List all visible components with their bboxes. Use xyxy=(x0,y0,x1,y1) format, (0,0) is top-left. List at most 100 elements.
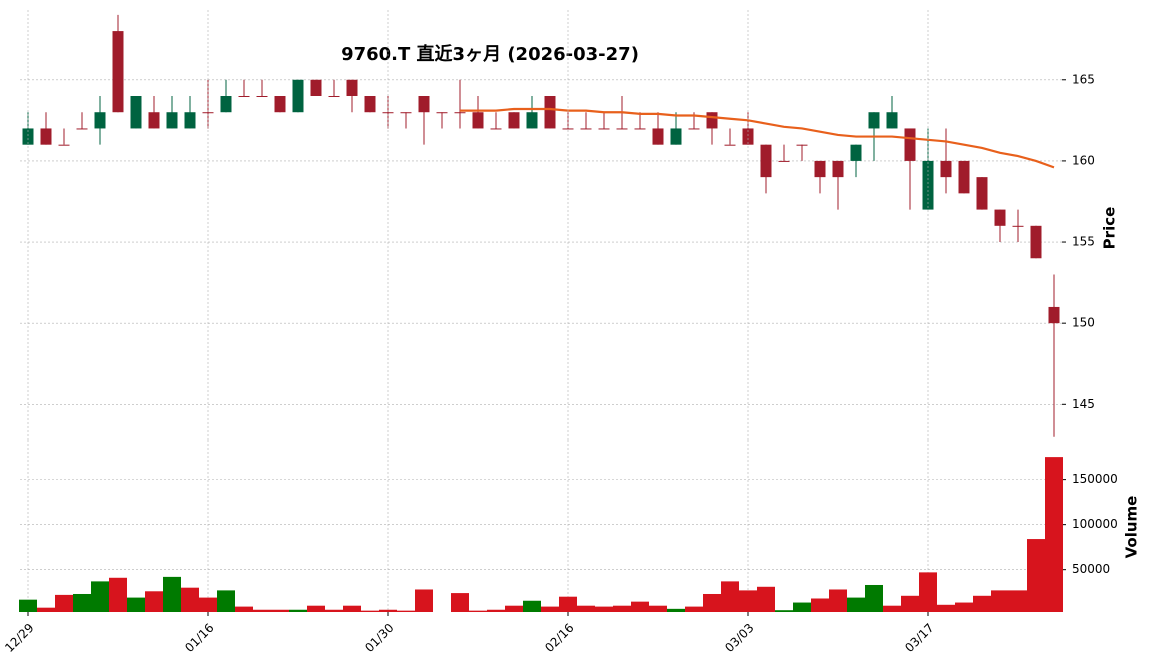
x-tick-label: 12/29 xyxy=(2,621,36,655)
y-tick-label: 155 xyxy=(1072,235,1095,249)
candle-body xyxy=(1048,306,1060,324)
volume-bar xyxy=(505,605,523,612)
candle-body xyxy=(940,160,952,178)
candle-body xyxy=(292,79,304,113)
volume-bar xyxy=(577,605,595,612)
candle-body xyxy=(274,96,286,113)
candle-body xyxy=(598,128,610,130)
candle-body xyxy=(796,144,808,146)
candle-body xyxy=(310,79,322,96)
candle-body xyxy=(562,128,574,130)
x-tick-label: 01/30 xyxy=(362,621,396,655)
candle-body xyxy=(400,112,412,114)
volume-bar xyxy=(127,597,145,612)
y-axis-label: Price xyxy=(1101,207,1119,250)
x-tick-label: 03/17 xyxy=(902,621,936,655)
volume-bar xyxy=(955,602,973,612)
candle-body xyxy=(112,31,124,113)
candle-body xyxy=(40,128,52,145)
volume-bar xyxy=(37,607,55,612)
volume-bar xyxy=(271,609,289,612)
volume-bar xyxy=(307,605,325,612)
candle-body xyxy=(238,96,250,97)
candle-body xyxy=(904,128,916,161)
volume-bar xyxy=(685,606,703,612)
candle-body xyxy=(148,112,160,129)
y-tick-label: 100000 xyxy=(1072,517,1118,531)
candle-body xyxy=(886,112,898,129)
candle-body xyxy=(850,144,862,161)
candle-body xyxy=(814,160,826,178)
volume-bar xyxy=(883,605,901,612)
volume-bar xyxy=(793,602,811,612)
candle-body xyxy=(94,112,106,129)
volume-bar xyxy=(901,595,919,612)
candle-body xyxy=(454,112,466,114)
candle-body xyxy=(490,128,502,130)
y-tick-label: 145 xyxy=(1072,397,1095,411)
candle-body xyxy=(688,128,700,130)
volume-bar xyxy=(73,593,91,612)
candle-body xyxy=(472,112,484,129)
volume-bar xyxy=(415,589,433,612)
candle-body xyxy=(778,160,790,162)
volume-bar xyxy=(667,608,685,612)
volume-bar xyxy=(1027,539,1045,612)
candle-body xyxy=(418,96,430,113)
volume-bar xyxy=(163,576,181,612)
candle-body xyxy=(382,112,394,114)
volume-bar xyxy=(325,609,343,612)
candle-body xyxy=(508,112,520,129)
volume-bar xyxy=(757,586,775,612)
volume-bar xyxy=(559,596,577,612)
volume-bar xyxy=(811,598,829,612)
candle-body xyxy=(1030,225,1042,259)
y-tick-label: 50000 xyxy=(1072,562,1110,576)
volume-bar xyxy=(451,593,469,612)
y-axis-label: Volume xyxy=(1123,496,1141,559)
volume-bar xyxy=(973,595,991,612)
volume-bar xyxy=(235,606,253,612)
y-tick-label: 150 xyxy=(1072,316,1095,330)
volume-bar xyxy=(361,610,379,612)
volume-bar xyxy=(19,599,37,612)
candle-body xyxy=(526,112,538,129)
volume-bar xyxy=(541,606,559,612)
volume-bar xyxy=(613,605,631,612)
volume-bar xyxy=(829,589,847,612)
candle-body xyxy=(976,177,988,210)
volume-bar xyxy=(343,605,361,612)
volume-bar xyxy=(217,590,235,612)
x-tick-label: 03/03 xyxy=(722,621,756,655)
candle-body xyxy=(958,160,970,194)
candle-body xyxy=(580,128,592,130)
candle-body xyxy=(670,128,682,145)
y-tick-label: 160 xyxy=(1072,153,1095,167)
x-tick-label: 02/16 xyxy=(542,621,576,655)
candle-body xyxy=(652,128,664,145)
candle-body xyxy=(634,128,646,130)
volume-bar xyxy=(145,591,163,612)
candle-body xyxy=(76,128,88,130)
y-tick-label: 150000 xyxy=(1072,472,1118,486)
candle-body xyxy=(346,79,358,96)
volume-bar xyxy=(919,572,937,612)
candle-body xyxy=(544,96,556,129)
candle-body xyxy=(1012,225,1024,227)
volume-bar xyxy=(1009,590,1027,612)
volume-bar xyxy=(199,597,217,612)
volume-bar xyxy=(181,587,199,612)
candle-body xyxy=(202,112,214,114)
volume-bar xyxy=(595,606,613,612)
volume-bar xyxy=(379,609,397,612)
candle-body xyxy=(256,96,268,97)
volume-bar xyxy=(775,610,793,612)
candle-body xyxy=(58,144,70,146)
candle-body xyxy=(832,160,844,178)
volume-bar xyxy=(523,600,541,612)
volume-bar xyxy=(109,577,127,612)
volume-bar xyxy=(937,604,955,612)
volume-bar xyxy=(55,594,73,612)
candle-body xyxy=(130,96,142,129)
